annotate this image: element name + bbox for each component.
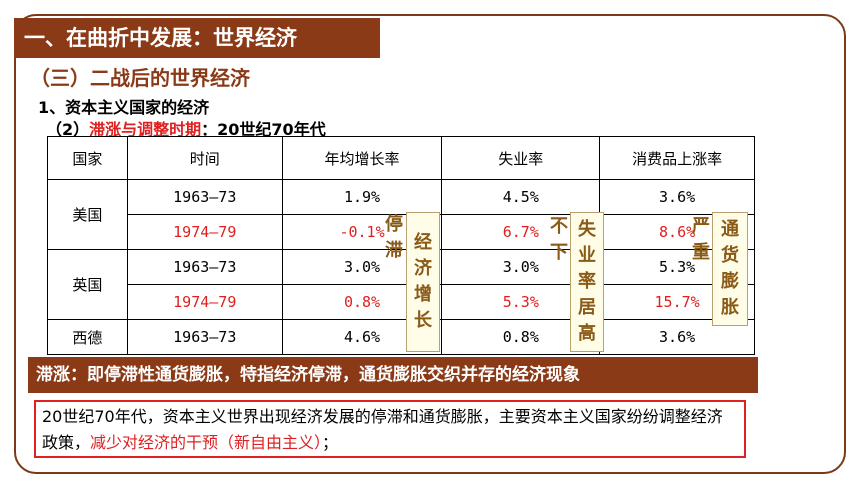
period-cell: 1974—79 bbox=[126, 284, 283, 320]
callout-inflation-right: 通货膨胀 bbox=[712, 212, 748, 326]
callout-text: 停滞 bbox=[385, 214, 403, 261]
country-cell: 英国 bbox=[47, 249, 128, 320]
note-red-text: 减少对经济的干预（新自由主义） bbox=[90, 433, 323, 452]
callout-unemployment-left: 不下 bbox=[548, 212, 570, 268]
column-header: 失业率 bbox=[441, 136, 601, 180]
heading-capitalist-economy: 1、资本主义国家的经济 bbox=[38, 98, 210, 117]
stagflation-definition: 滞涨：即停滞性通货膨胀，特指经济停滞，通货膨胀交织并存的经济现象 bbox=[28, 357, 758, 393]
heading-stagflation-period: （2）滞涨与调整时期：20世纪70年代 bbox=[46, 116, 326, 140]
note-text: 20世纪70年代，资本主义世界出现经济发展的停滞和通货膨胀，主要资本主义国家纷纷… bbox=[42, 407, 723, 452]
callout-text: 通货膨胀 bbox=[721, 219, 739, 318]
section-subtitle: （三）二战后的世界经济 bbox=[30, 66, 250, 90]
heading2-suffix: ：20世纪70年代 bbox=[201, 120, 326, 139]
summary-note: 20世纪70年代，资本主义世界出现经济发展的停滞和通货膨胀，主要资本主义国家纷纷… bbox=[34, 400, 746, 458]
slide-frame bbox=[14, 14, 846, 474]
column-header: 时间 bbox=[126, 136, 283, 180]
slide-title: 一、在曲折中发展：世界经济 bbox=[14, 18, 380, 58]
callout-stagnation-right: 经济增长 bbox=[406, 212, 440, 352]
table-row: 西德 1963—73 4.6% 0.8% 3.6% bbox=[47, 319, 755, 355]
callout-stagnation-left: 停滞 bbox=[382, 212, 406, 264]
column-header: 年均增长率 bbox=[281, 136, 443, 180]
column-header: 消费品上涨率 bbox=[599, 136, 755, 180]
country-cell: 西德 bbox=[47, 319, 128, 355]
table-row: 美国 1963—73 1.9% 4.5% 3.6% bbox=[47, 179, 755, 250]
note-end: ； bbox=[322, 433, 339, 452]
table-row: 1974—79 0.8% 5.3% 15.7% bbox=[48, 284, 755, 320]
callout-inflation-left: 严重 bbox=[690, 212, 712, 268]
heading2-red: 滞涨与调整时期 bbox=[89, 120, 202, 139]
country-cell: 美国 bbox=[47, 179, 128, 250]
period-cell: 1963—73 bbox=[126, 319, 283, 355]
period-cell: 1963—73 bbox=[126, 249, 283, 285]
callout-unemployment-right: 失业率居高 bbox=[570, 212, 604, 352]
column-header: 国家 bbox=[47, 136, 128, 180]
callout-text: 失业率居高 bbox=[578, 219, 596, 344]
period-cell: 1963—73 bbox=[126, 179, 283, 215]
callout-text: 严重 bbox=[692, 216, 710, 263]
economy-table: 国家 时间 年均增长率 失业率 消费品上涨率 美国 1963—73 1.9% 4… bbox=[47, 136, 755, 355]
callout-text: 不下 bbox=[550, 216, 568, 263]
inflation-cell: 3.6% bbox=[599, 179, 755, 215]
heading2-prefix: （2） bbox=[46, 120, 90, 139]
callout-text: 经济增长 bbox=[414, 232, 432, 331]
growth-cell: 1.9% bbox=[281, 179, 443, 215]
table-header-row: 国家 时间 年均增长率 失业率 消费品上涨率 bbox=[47, 136, 755, 180]
inflation-cell: 3.6% bbox=[599, 319, 755, 355]
period-cell: 1974—79 bbox=[126, 214, 283, 250]
unemployment-cell: 4.5% bbox=[441, 179, 601, 215]
